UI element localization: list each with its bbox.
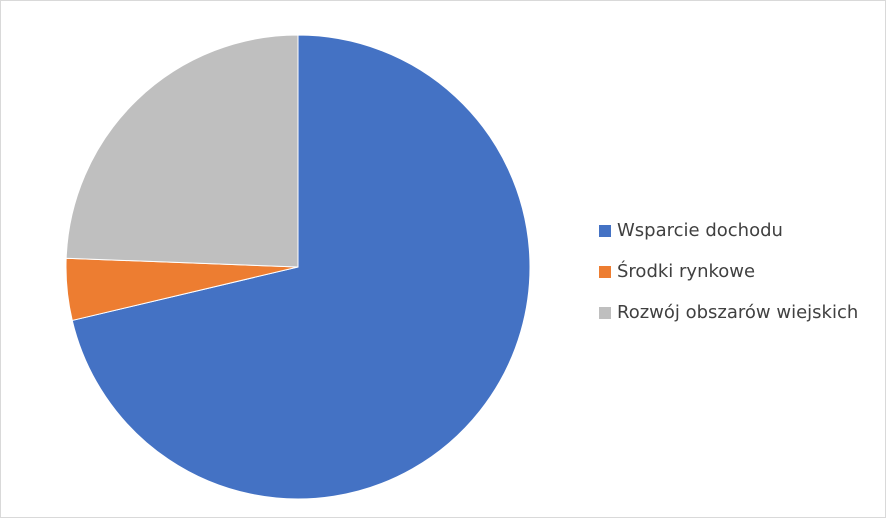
legend-label: Rozwój obszarów wiejskich bbox=[617, 302, 859, 323]
legend-item-wsparcie-dochodu: Wsparcie dochodu bbox=[599, 210, 858, 251]
legend-label: Środki rynkowe bbox=[617, 261, 756, 282]
legend-item-srodki-rynkowe: Środki rynkowe bbox=[599, 251, 858, 292]
pie-slice-rozwoj-obszarow-wiejskich bbox=[65, 34, 299, 268]
legend-label: Wsparcie dochodu bbox=[617, 220, 783, 241]
legend-item-rozwoj-obszarow-wiejskich: Rozwój obszarów wiejskich bbox=[599, 292, 858, 333]
legend-swatch bbox=[599, 306, 611, 319]
pie-slice-wsparcie-dochodu bbox=[71, 34, 531, 500]
legend-swatch bbox=[599, 265, 611, 278]
legend-swatch bbox=[599, 224, 611, 237]
legend: Wsparcie dochodu Środki rynkowe Rozwój o… bbox=[599, 210, 858, 333]
